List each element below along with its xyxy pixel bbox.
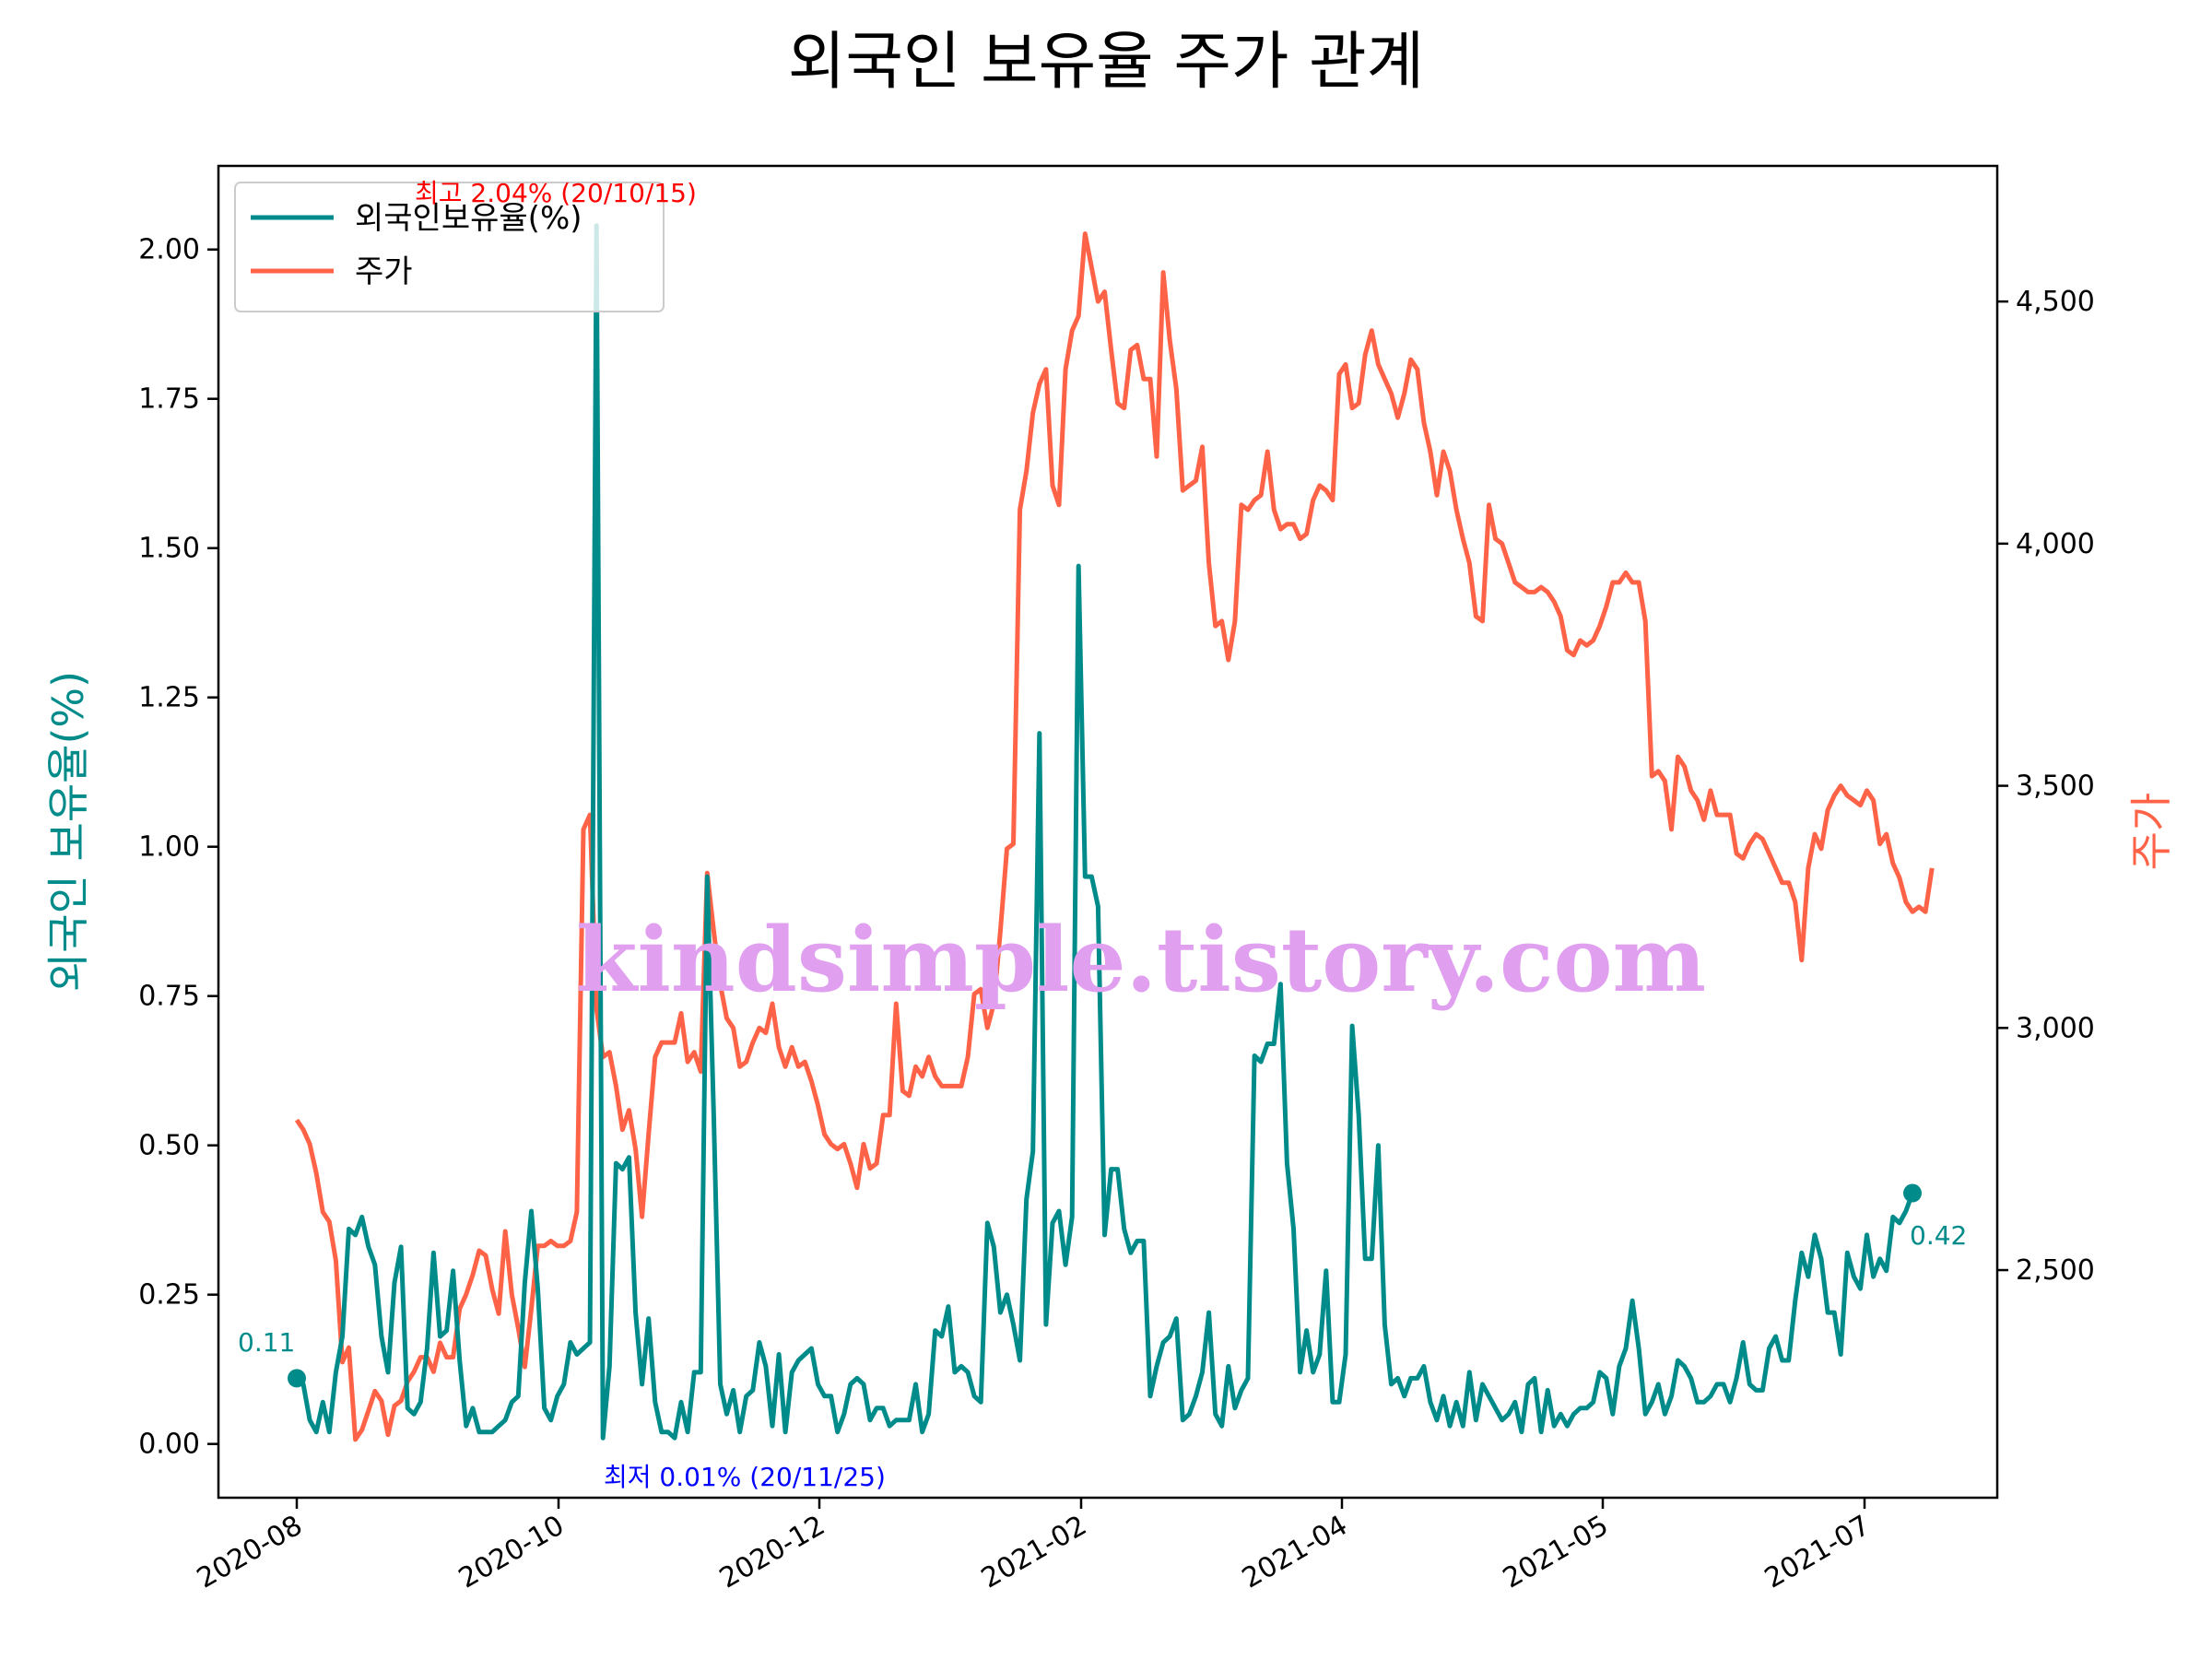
annotation-end: 0.42 xyxy=(1910,1220,1967,1251)
y-left-tick-label: 0.00 xyxy=(138,1429,200,1461)
end-point-marker xyxy=(1903,1183,1922,1203)
y-right-tick-label: 3,500 xyxy=(2016,771,2095,803)
y-right-tick-label: 2,500 xyxy=(2016,1254,2095,1287)
y-right-tick-label: 4,500 xyxy=(2016,286,2095,318)
legend: 외국인보유율(%) 주가 xyxy=(234,182,665,312)
x-tick-label: 2021-04 xyxy=(1237,1510,1353,1595)
legend-label-price: 주가 xyxy=(355,253,413,290)
y-left-tick-label: 0.50 xyxy=(138,1130,200,1162)
x-tick-label: 2020-08 xyxy=(192,1510,308,1595)
y-left-tick-label: 0.75 xyxy=(138,981,200,1013)
y-left-tick-label: 1.00 xyxy=(138,831,200,864)
y-left-tick-label: 1.50 xyxy=(138,533,200,565)
series-line-price xyxy=(294,231,1935,1442)
y-right-tick-label: 3,000 xyxy=(2016,1012,2095,1044)
y-right-tick-label: 4,000 xyxy=(2016,528,2095,560)
plot-clip-group xyxy=(288,223,1935,1442)
y-axis-left-label: 외국인 보유율(%) xyxy=(43,671,93,992)
legend-box xyxy=(234,182,665,312)
x-tick-label: 2021-05 xyxy=(1498,1510,1614,1595)
annotation-min: 최저 0.01% (20/11/25) xyxy=(604,1462,886,1492)
y-left-tick-label: 1.25 xyxy=(138,682,200,714)
plot-frame xyxy=(217,164,1999,1500)
x-tick-label: 2020-12 xyxy=(714,1510,830,1595)
annotation-max: 최고 2.04% (20/10/15) xyxy=(415,178,697,208)
start-point-marker xyxy=(288,1369,306,1388)
y-axis-right-label: 주가 xyxy=(2126,793,2176,871)
y-left-tick-label: 0.25 xyxy=(138,1279,200,1312)
x-tick-label: 2021-02 xyxy=(976,1510,1092,1595)
plot-area xyxy=(218,166,1997,1498)
y-left-tick-label: 1.75 xyxy=(138,383,200,416)
x-tick-label: 2020-10 xyxy=(453,1510,570,1595)
chart-title: 외국인 보유율 주가 관계 xyxy=(788,26,1424,99)
y-left-tick-label: 2.00 xyxy=(138,234,200,266)
legend-label-foreign: 외국인보유율(%) xyxy=(355,200,582,237)
annotation-start: 0.11 xyxy=(238,1327,295,1358)
watermark: kindsimple.tistory.com xyxy=(576,908,1706,1012)
series-line-foreign-ratio xyxy=(295,223,1915,1441)
x-tick-label: 2021-07 xyxy=(1759,1510,1876,1595)
